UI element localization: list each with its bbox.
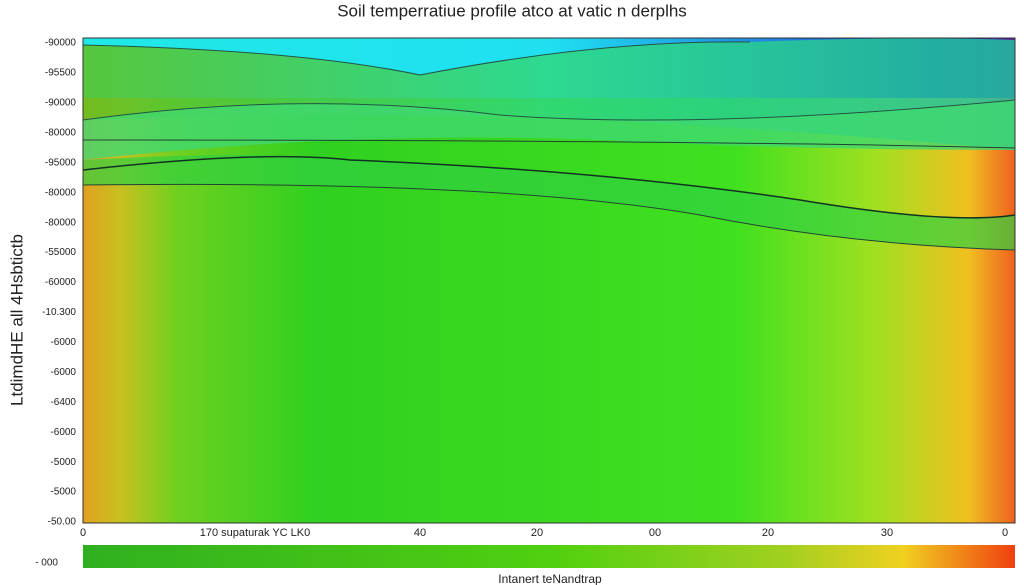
- y-tick-label: -90000: [45, 98, 77, 109]
- y-tick-label: -6400: [50, 397, 76, 408]
- y-axis-label: LtdimdHE all 4Hsbtictb: [7, 234, 26, 406]
- x-tick-label: 170 supaturak YC LK0: [200, 527, 310, 539]
- y-tick-label: -10.300: [42, 307, 76, 318]
- x-tick-label: 20: [762, 527, 774, 539]
- y-tick-label: -80000: [45, 187, 77, 198]
- y-tick-label: -50.00: [48, 517, 77, 528]
- y-tick-label: -5000: [50, 457, 76, 468]
- y-tick-label: -6000: [50, 427, 76, 438]
- x-tick-label: 30: [881, 527, 893, 539]
- y-tick-label: -95000: [45, 157, 77, 168]
- chart-title: Soil temperratiue profile atco at vatic …: [337, 1, 687, 20]
- y-tick-label: -95500: [45, 68, 77, 79]
- y-tick-label: -90000: [45, 38, 77, 49]
- y-tick-label: -55000: [45, 247, 77, 258]
- x-tick-label: 0: [1002, 527, 1008, 539]
- x-tick-label: 0: [80, 527, 86, 539]
- colorbar-label: Intanert teNandtrap: [498, 572, 602, 585]
- plot-area: [82, 37, 1016, 524]
- x-tick-label: 20: [531, 527, 543, 539]
- colorbar: [83, 545, 1015, 568]
- y-tick-label: -6000: [50, 337, 76, 348]
- y-tick-label: -60000: [45, 277, 77, 288]
- x-tick-label: 40: [414, 527, 426, 539]
- x-tick-label: 00: [649, 527, 661, 539]
- colorbar-tick-label: - 000: [35, 558, 58, 569]
- y-tick-label: -80000: [45, 127, 77, 138]
- y-tick-label: -5000: [50, 487, 76, 498]
- y-tick-label: -6000: [50, 367, 76, 378]
- y-tick-label: -80000: [45, 217, 77, 228]
